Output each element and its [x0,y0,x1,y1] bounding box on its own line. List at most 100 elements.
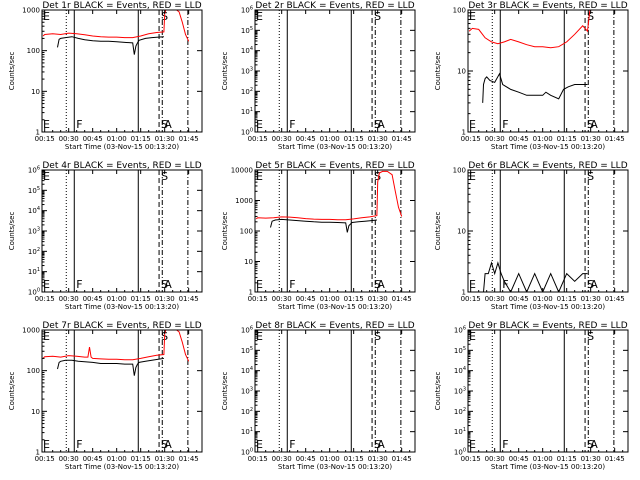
x-tick-label: 01:15 [557,295,577,303]
y-tick-label: 106 [241,6,253,15]
y-axis-label: Counts/sec [221,372,229,411]
y-tick-label: 1 [36,129,40,137]
x-tick-label: 01:00 [533,135,553,143]
marker-label: F [76,438,82,451]
marker-label: F [502,118,508,131]
x-axis-label: Start Time (03-Nov-15 00:13:20) [491,143,605,151]
x-tick-label: 00:45 [83,135,103,143]
y-axis-label: Counts/sec [434,372,442,411]
y-tick-label: 102 [241,407,253,416]
x-tick-label: 01:00 [107,135,127,143]
x-tick-label: 01:15 [344,295,364,303]
series-line-events [57,357,164,376]
panel-det-8: Det 8r BLACK = Events, RED = LLDFSSAEE00… [221,321,416,471]
y-tick-label: 1000 [22,7,40,15]
y-tick-label: 100 [453,167,466,175]
marker-label-left-top: E [256,170,263,183]
x-axis-label: Start Time (03-Nov-15 00:13:20) [278,303,392,311]
x-axis-label: Start Time (03-Nov-15 00:13:20) [278,143,392,151]
marker-label-left-top: E [43,10,50,23]
x-tick-label: 00:45 [296,455,316,463]
series-line-lld [468,10,591,49]
x-tick-label: 01:45 [392,295,412,303]
panel-det-1: Det 1r BLACK = Events, RED = LLDFSSAEE00… [8,1,203,151]
marker-label: A [377,278,385,291]
x-tick-label: 00:15 [461,135,481,143]
series-line-lld [42,330,190,362]
y-tick-label: 1 [462,289,466,297]
marker-label: S [161,118,168,131]
marker-label-left-bottom: E [43,118,50,131]
y-tick-label: 102 [454,407,466,416]
y-tick-label: 105 [28,186,40,195]
x-tick-label: 00:45 [296,135,316,143]
marker-label: F [502,278,508,291]
y-tick-label: 10 [31,408,40,416]
marker-label: A [164,438,172,451]
y-tick-label: 101 [241,427,253,436]
marker-label: A [164,278,172,291]
x-tick-label: 01:00 [320,455,340,463]
x-tick-label: 00:45 [509,295,529,303]
x-tick-label: 00:30 [485,455,505,463]
panel-title: Det 9r BLACK = Events, RED = LLD [468,321,627,331]
marker-label-left-bottom: E [469,278,476,291]
y-tick-label: 100 [241,448,253,457]
y-tick-label: 103 [454,387,466,396]
panel-title: Det 7r BLACK = Events, RED = LLD [42,321,201,331]
y-tick-label: 101 [241,107,253,116]
marker-label: S [374,278,381,291]
marker-label: S [374,170,381,183]
x-tick-label: 00:45 [83,295,103,303]
y-tick-label: 100 [454,448,466,457]
marker-label: A [590,438,598,451]
marker-label: S [587,330,594,343]
y-tick-label: 100 [28,288,40,297]
y-axis-label: Counts/sec [8,372,16,411]
marker-label: A [590,118,598,131]
x-tick-label: 00:30 [59,455,79,463]
marker-label: S [161,278,168,291]
series-line-lld [42,10,190,42]
y-tick-label: 1 [462,129,466,137]
x-axis-label: Start Time (03-Nov-15 00:13:20) [65,303,179,311]
y-tick-label: 102 [28,247,40,256]
y-tick-label: 100 [240,228,253,236]
marker-label-left-top: E [469,330,476,343]
panel-det-2: Det 2r BLACK = Events, RED = LLDFSSAEE00… [221,1,416,151]
marker-label: F [289,118,295,131]
x-tick-label: 00:30 [272,455,292,463]
y-axis-label: Counts/sec [8,212,16,251]
series-line-lld [255,170,403,221]
marker-label: S [587,278,594,291]
y-tick-label: 10 [457,228,466,236]
x-tick-label: 00:15 [35,295,55,303]
y-tick-label: 106 [241,326,253,335]
x-tick-label: 00:15 [35,455,55,463]
x-axis-label: Start Time (03-Nov-15 00:13:20) [278,463,392,471]
y-tick-label: 103 [241,67,253,76]
x-tick-label: 00:15 [248,295,268,303]
x-tick-label: 01:15 [344,455,364,463]
panel-title: Det 8r BLACK = Events, RED = LLD [255,321,414,331]
panel-title: Det 1r BLACK = Events, RED = LLD [42,1,201,11]
marker-label: F [76,278,82,291]
panel-det-4: Det 4r BLACK = Events, RED = LLDFSSAEE00… [8,161,203,311]
y-axis-label: Counts/sec [221,212,229,251]
x-tick-label: 00:15 [248,455,268,463]
x-tick-label: 01:00 [533,295,553,303]
marker-label-left-top: E [256,10,263,23]
marker-label-left-bottom: E [256,278,263,291]
y-tick-label: 100 [241,128,253,137]
series-line-events [482,72,588,103]
x-tick-label: 01:00 [320,295,340,303]
x-tick-label: 00:30 [272,295,292,303]
marker-label: A [377,118,385,131]
y-axis-label: Counts/sec [434,212,442,251]
x-tick-label: 01:15 [131,295,151,303]
x-tick-label: 01:45 [605,135,625,143]
x-tick-label: 00:45 [509,455,529,463]
x-tick-label: 01:30 [368,455,388,463]
x-tick-label: 00:15 [461,455,481,463]
